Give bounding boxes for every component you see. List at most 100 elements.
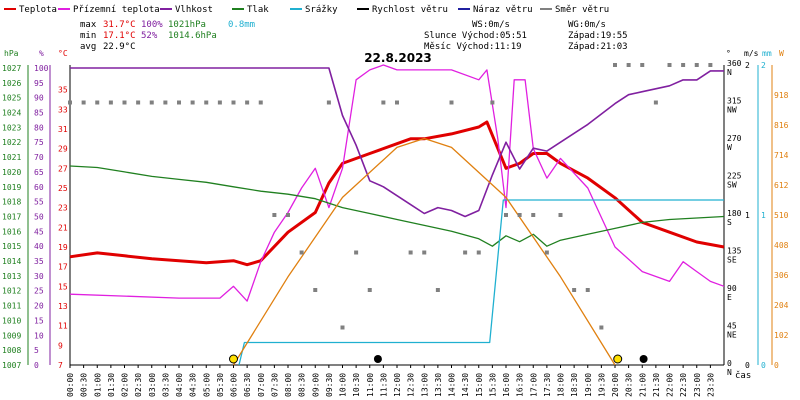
wind-direction-point bbox=[149, 100, 154, 105]
legend-label: Srážky bbox=[305, 5, 338, 15]
x-tick-label: 15:00 bbox=[475, 373, 484, 397]
pct-tick-label: 20 bbox=[34, 302, 44, 311]
sun-marker bbox=[613, 354, 623, 364]
wind-direction-point bbox=[422, 250, 427, 255]
wind-direction-point bbox=[313, 288, 318, 292]
temp-tick-label: 7 bbox=[58, 361, 63, 370]
x-tick-label: 02:00 bbox=[121, 373, 130, 397]
pct-tick-label: 35 bbox=[34, 257, 44, 266]
x-tick-label: 10:30 bbox=[352, 373, 361, 397]
stats-max-label: max bbox=[80, 20, 97, 30]
x-tick-label: 18:30 bbox=[570, 373, 579, 397]
legend-label: Směr větru bbox=[555, 5, 609, 15]
x-tick-label: 06:30 bbox=[243, 373, 252, 397]
hpa-tick-label: 1012 bbox=[2, 287, 21, 296]
temp-tick-label: 21 bbox=[58, 223, 68, 232]
pct-tick-label: 65 bbox=[34, 168, 44, 177]
pct-tick-label: 100 bbox=[34, 64, 49, 73]
wind-direction-point bbox=[613, 63, 617, 67]
wm2-tick-label: 816 bbox=[774, 121, 789, 130]
wind-direction-point bbox=[449, 100, 454, 105]
x-tick-label: 22:30 bbox=[679, 373, 688, 397]
dir-tick-compass: E bbox=[727, 293, 732, 302]
legend-label: Přízemní teplota bbox=[73, 5, 160, 15]
wind-direction-point bbox=[68, 100, 72, 105]
dir-tick-compass: S bbox=[727, 218, 732, 227]
pct-tick-label: 95 bbox=[34, 79, 44, 88]
pct-tick-label: 25 bbox=[34, 287, 44, 296]
pct-tick-label: 15 bbox=[34, 316, 44, 325]
dir-tick-compass: SE bbox=[727, 256, 737, 265]
wind-wg: WG:0m/s bbox=[568, 20, 606, 30]
dir-tick-label: 180 bbox=[727, 209, 742, 218]
x-tick-label: 23:00 bbox=[693, 373, 702, 397]
wind-direction-point bbox=[708, 63, 713, 67]
temp-tick-label: 13 bbox=[58, 302, 68, 311]
x-tick-label: 21:00 bbox=[638, 373, 647, 397]
hpa-tick-label: 1023 bbox=[2, 123, 21, 132]
stats-block: max 31.7°C 100% 1021hPa 0.8mm min 17.1°C… bbox=[80, 20, 628, 52]
axis-title: ° bbox=[726, 49, 731, 58]
x-tick-label: 03:30 bbox=[161, 373, 170, 397]
wm2-tick-label: 102 bbox=[774, 331, 789, 340]
x-tick-label: 19:00 bbox=[584, 373, 593, 397]
hpa-tick-label: 1024 bbox=[2, 109, 21, 118]
hpa-tick-label: 1008 bbox=[2, 346, 21, 355]
wm2-tick-label: 714 bbox=[774, 151, 789, 160]
x-tick-label: 14:00 bbox=[448, 373, 457, 397]
x-tick-label: 07:30 bbox=[270, 373, 279, 397]
x-tick-label: 08:30 bbox=[298, 373, 307, 397]
temp-tick-label: 25 bbox=[58, 184, 68, 193]
legend-label: Vlhkost bbox=[175, 5, 213, 15]
x-tick-label: 12:30 bbox=[407, 373, 416, 397]
moon-marker bbox=[639, 355, 648, 363]
wind-direction-point bbox=[231, 100, 236, 105]
sun-rise: Slunce Východ:05:51 bbox=[424, 31, 527, 41]
axis-title: hPa bbox=[4, 49, 19, 58]
wind-direction-point bbox=[326, 100, 331, 105]
dir-tick-compass: NW bbox=[727, 106, 737, 115]
wm2-tick-label: 0 bbox=[774, 361, 779, 370]
wind-direction-point bbox=[408, 250, 413, 255]
pct-tick-label: 40 bbox=[34, 242, 44, 251]
x-tick-label: 01:00 bbox=[93, 373, 102, 397]
wind-ws: WS:0m/s bbox=[472, 20, 510, 30]
hpa-tick-label: 1018 bbox=[2, 198, 21, 207]
temp-tick-label: 19 bbox=[58, 243, 68, 252]
x-tick-label: 16:00 bbox=[502, 373, 511, 397]
legend-label: Rychlost větru bbox=[372, 5, 448, 15]
pct-tick-label: 90 bbox=[34, 94, 44, 103]
wm2-tick-label: 408 bbox=[774, 241, 789, 250]
stats-max-press: 1021hPa bbox=[168, 20, 206, 30]
pct-tick-label: 85 bbox=[34, 109, 44, 118]
wind-direction-point bbox=[354, 250, 359, 255]
stats-min-temp: 17.1°C bbox=[103, 31, 136, 41]
hpa-tick-label: 1009 bbox=[2, 331, 21, 340]
mm-tick-label: 0 bbox=[761, 361, 766, 370]
wind-direction-point bbox=[585, 288, 590, 292]
ms-tick-label: 1 bbox=[745, 211, 750, 220]
hpa-tick-label: 1022 bbox=[2, 138, 21, 147]
series-line bbox=[232, 137, 616, 366]
hpa-tick-label: 1026 bbox=[2, 79, 21, 88]
stats-min-press: 1014.6hPa bbox=[168, 31, 217, 41]
axes: hPa% °C ° m/s mm W100710081009101010111012101… bbox=[2, 49, 789, 397]
hpa-tick-label: 1025 bbox=[2, 94, 21, 103]
x-tick-label: 21:30 bbox=[652, 373, 661, 397]
sun-marker bbox=[229, 354, 238, 364]
moon-marker bbox=[373, 355, 382, 363]
wind-direction-point bbox=[381, 100, 386, 105]
dir-tick-label: 90 bbox=[727, 284, 737, 293]
series-line bbox=[69, 64, 725, 302]
wind-direction-point bbox=[108, 100, 113, 105]
pct-tick-label: 0 bbox=[34, 361, 39, 370]
wind-direction-point bbox=[558, 213, 563, 217]
x-axis-label: čas bbox=[735, 370, 751, 381]
temp-tick-label: 17 bbox=[58, 263, 68, 272]
wind-direction-point bbox=[272, 213, 277, 217]
hpa-tick-label: 1011 bbox=[2, 302, 21, 311]
temp-tick-label: 33 bbox=[58, 105, 68, 114]
x-tick-label: 06:00 bbox=[230, 373, 239, 397]
x-tick-label: 11:00 bbox=[366, 373, 375, 397]
